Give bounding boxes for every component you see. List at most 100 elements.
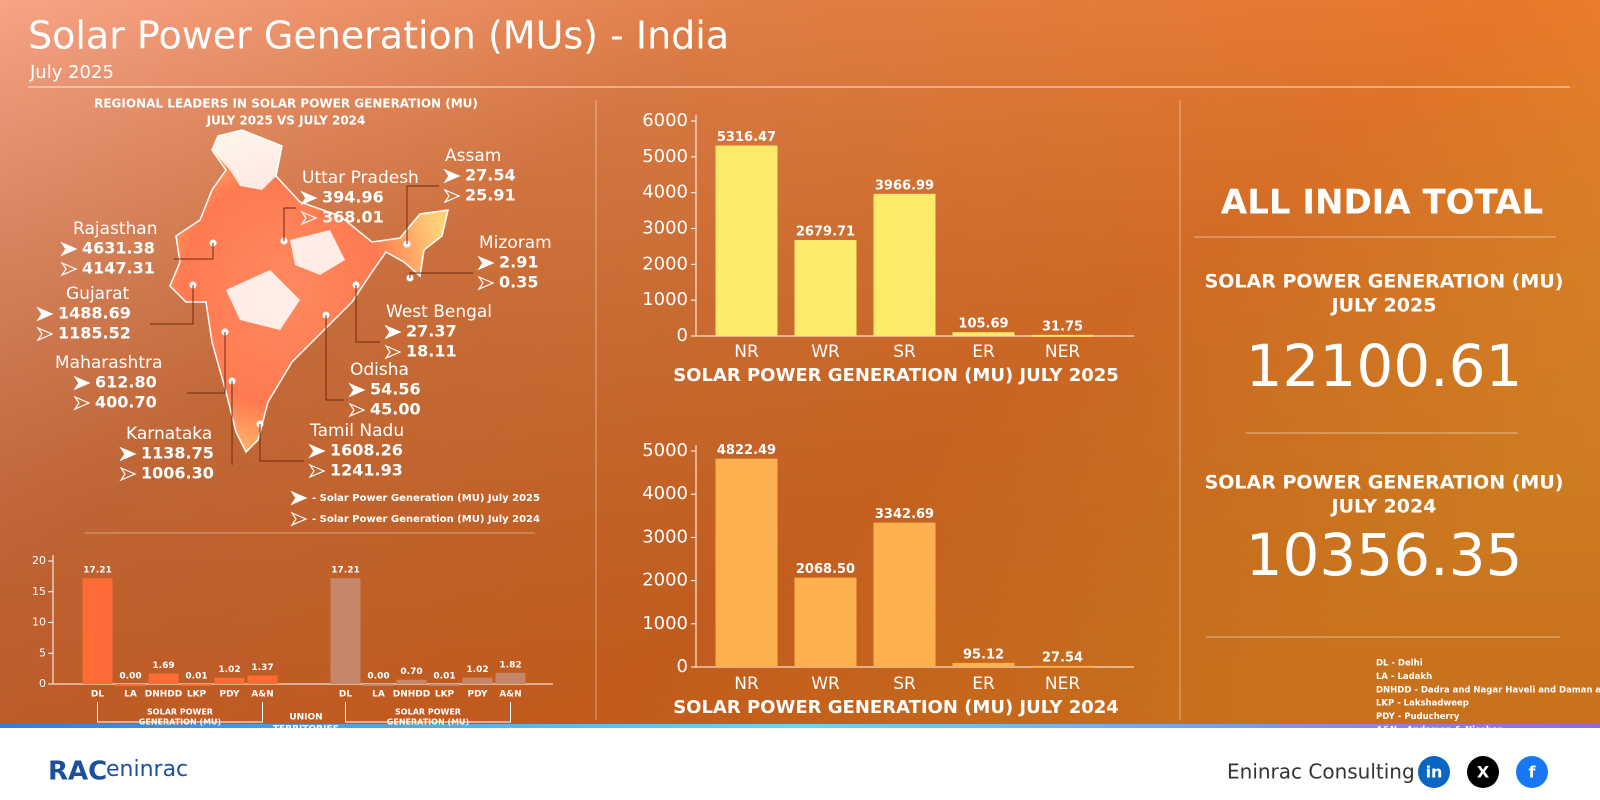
leader-line	[325, 315, 344, 401]
x-tick-label: LKP	[187, 690, 207, 700]
state-value-2024: 4147.31	[82, 259, 155, 278]
x-tick-label: NER	[1045, 342, 1080, 362]
x-tick-label: PDY	[468, 690, 488, 700]
arrow-2025	[290, 490, 308, 506]
x-axis-title: GENERATION (MU)	[387, 718, 469, 727]
abbreviation: PDY - Puducherry	[1376, 712, 1460, 722]
y-tick-label: 1000	[642, 289, 688, 310]
state-value-2024: 45.00	[370, 400, 421, 419]
value-label: 17.21	[331, 566, 359, 576]
abbreviation: DNHDD - Dadra and Nagar Haveli and Daman…	[1376, 685, 1600, 695]
x-tick-label: LKP	[435, 690, 455, 700]
arrow-2024	[384, 344, 402, 360]
arrow-2024	[477, 275, 495, 291]
value-label: 4822.49	[717, 443, 776, 458]
map-region	[226, 270, 300, 330]
bar	[214, 677, 245, 684]
value-label: 95.12	[963, 647, 1004, 662]
bar	[330, 578, 361, 684]
state-value-2024: 368.01	[322, 208, 384, 227]
arrow-2024	[300, 210, 318, 226]
x-axis-title: GENERATION (MU)	[139, 718, 221, 727]
state-name: Uttar Pradesh	[302, 168, 419, 188]
logo-mark: RAC	[48, 757, 107, 787]
state-value-2024: 1185.52	[58, 324, 131, 343]
state-value-2025: 1608.26	[330, 441, 403, 460]
total-value: 12100.61	[1246, 332, 1523, 400]
value-label: 3342.69	[875, 507, 934, 522]
state-value-2024: 1006.30	[141, 464, 214, 483]
y-tick-label: 1000	[642, 613, 688, 634]
bar	[873, 522, 936, 667]
x-tick-label: A&N	[251, 690, 273, 700]
abbreviation: A&N - Andaman & Nicobar	[1376, 726, 1503, 736]
state-value-2024: 400.70	[95, 393, 157, 412]
value-label: 1.37	[251, 663, 273, 673]
state-value-2025: 27.54	[465, 166, 516, 185]
bar	[247, 675, 278, 684]
x-tick-label: WR	[811, 342, 840, 362]
bar	[952, 332, 1015, 336]
bar	[794, 239, 857, 336]
x-tick-label: NR	[734, 342, 759, 362]
arrow-2025	[36, 306, 54, 322]
y-tick-label: 5000	[642, 440, 688, 461]
arrow-2025	[119, 446, 137, 462]
arrow-2025	[348, 382, 366, 398]
y-tick-label: 4000	[642, 483, 688, 504]
arrow-2025	[477, 255, 495, 271]
arrow-2024	[443, 188, 461, 204]
bar	[148, 673, 179, 684]
bar	[82, 578, 113, 684]
y-tick-label: 3000	[642, 218, 688, 239]
total-label: SOLAR POWER GENERATION (MU)	[1205, 472, 1564, 494]
x-axis-title: JULY 2024	[405, 728, 451, 737]
x-tick-label: SR	[893, 342, 916, 362]
bar	[495, 672, 526, 684]
x-tick-label: DL	[339, 690, 352, 700]
value-label: 31.75	[1042, 319, 1083, 334]
y-tick-label: 5000	[642, 146, 688, 167]
value-label: 0.01	[185, 671, 207, 681]
total-label: JULY 2024	[1330, 496, 1437, 518]
y-tick-label: 2000	[642, 570, 688, 591]
arrow-2024	[73, 395, 91, 411]
x-axis-title: JULY 2025	[157, 728, 203, 737]
state-name: Karnataka	[126, 424, 212, 444]
state-name: Assam	[445, 146, 501, 166]
value-label: 1.82	[499, 660, 521, 670]
x-axis-title: SOLAR POWER	[147, 708, 213, 717]
state-value-2025: 2.91	[499, 253, 538, 272]
value-label: 2068.50	[796, 562, 855, 577]
state-name: Odisha	[350, 360, 409, 380]
value-label: 105.69	[958, 317, 1008, 332]
state-name: Gujarat	[66, 284, 129, 304]
bar	[396, 679, 427, 684]
bar	[462, 677, 493, 684]
leader-line	[355, 285, 380, 343]
arrow-2025	[60, 241, 78, 257]
x-tick-label: NR	[734, 674, 759, 694]
ut-label: UNION	[289, 713, 322, 723]
bar	[715, 145, 778, 336]
value-label: 5316.47	[717, 130, 776, 145]
y-tick-label: 5	[39, 646, 46, 659]
y-tick-label: 10	[32, 616, 46, 629]
state-name: Mizoram	[479, 233, 552, 253]
map-region	[212, 130, 282, 190]
x-axis-title: SOLAR POWER GENERATION (MU) JULY 2025	[673, 365, 1119, 386]
y-tick-label: 3000	[642, 526, 688, 547]
value-label: 27.54	[1042, 650, 1083, 665]
y-tick-label: 0	[677, 656, 688, 677]
y-tick-label: 20	[32, 554, 46, 567]
leader-line	[406, 185, 439, 244]
x-tick-label: DL	[91, 690, 104, 700]
footer-strip	[0, 724, 1600, 728]
map-region	[290, 230, 345, 275]
total-value: 10356.35	[1246, 521, 1523, 589]
y-tick-label: 15	[32, 585, 46, 598]
social-icon	[1516, 756, 1548, 788]
y-tick-label: 0	[677, 325, 688, 346]
value-label: 0.01	[433, 671, 455, 681]
bar	[363, 684, 394, 686]
